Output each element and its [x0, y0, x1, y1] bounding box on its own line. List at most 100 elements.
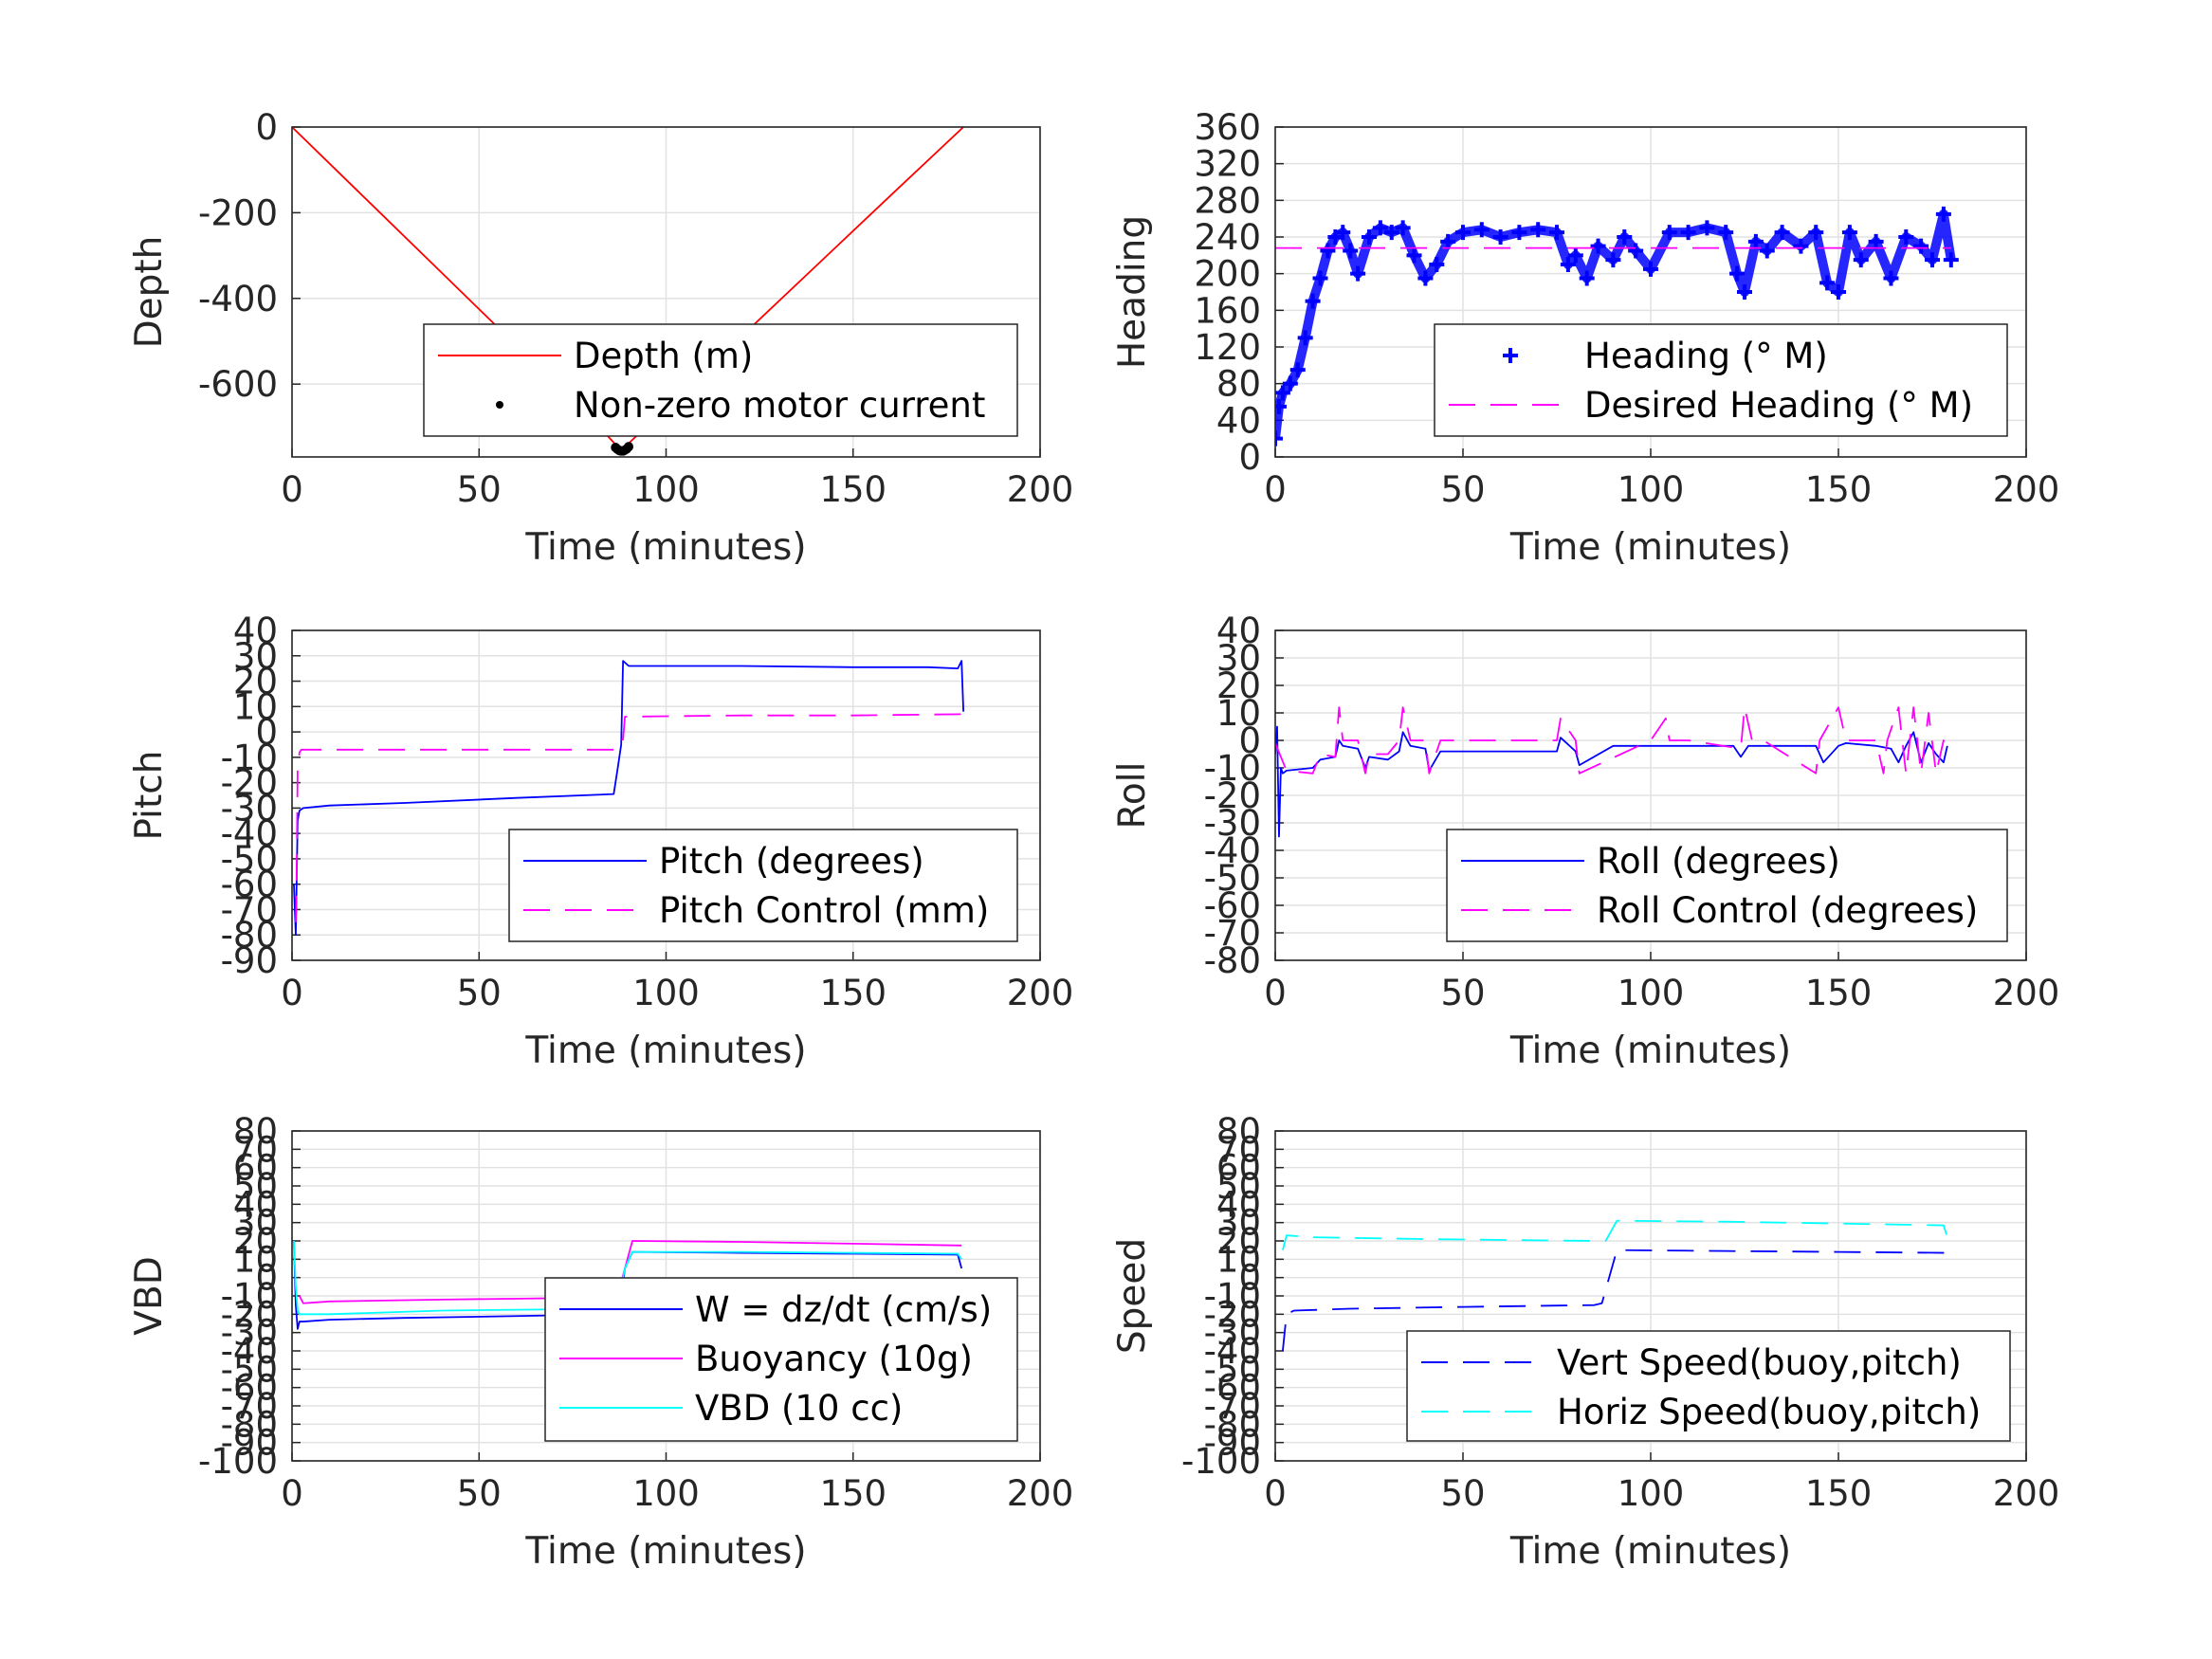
x-tick-label: 100 — [1618, 1473, 1685, 1514]
y-tick-label: -80 — [221, 915, 278, 956]
y-tick-label: 80 — [1216, 1111, 1261, 1152]
y-tick-label: -10 — [221, 1276, 278, 1317]
legend-marker — [496, 401, 503, 409]
x-tick-label: 50 — [1440, 1473, 1485, 1514]
series-line — [293, 660, 965, 937]
y-axis-label: Depth — [128, 236, 171, 349]
x-tick-label: 150 — [819, 1473, 887, 1514]
data-layer — [1275, 206, 1959, 447]
y-tick-label: 70 — [233, 1129, 278, 1170]
y-tick-label: 0 — [255, 107, 278, 148]
x-tick-label: 50 — [457, 1473, 502, 1514]
y-tick-label: -20 — [1204, 775, 1261, 816]
x-tick-label: 100 — [1618, 469, 1685, 510]
legend: Roll (degrees) Roll Control (degrees) — [1446, 829, 2008, 942]
legend-label: Pitch Control (mm) — [659, 890, 989, 931]
y-tick-label: 40 — [1216, 400, 1261, 441]
legend: Pitch (degrees) Pitch Control (mm) — [508, 829, 1018, 942]
data-layer — [292, 127, 964, 456]
y-tick-label: 40 — [1216, 1184, 1261, 1225]
y-tick-label: 50 — [1216, 1166, 1261, 1207]
y-tick-label: 40 — [233, 1184, 278, 1225]
y-tick-label: 50 — [233, 1166, 278, 1207]
y-axis-label: Speed — [1111, 1238, 1154, 1354]
y-tick-label: -10 — [1204, 748, 1261, 789]
x-tick-label: 200 — [1007, 469, 1074, 510]
y-tick-label: -70 — [1204, 1386, 1261, 1427]
x-axis-label: Time (minutes) — [1509, 1530, 1791, 1573]
y-axis-label: Pitch — [128, 751, 171, 841]
y-tick-label: -30 — [1204, 803, 1261, 844]
y-tick-label: -70 — [221, 889, 278, 930]
x-tick-label: 100 — [632, 973, 700, 1013]
axes-frame — [291, 629, 1041, 961]
y-tick-label: 30 — [1216, 638, 1261, 679]
y-tick-label: 0 — [255, 712, 278, 753]
y-tick-label: 70 — [1216, 1129, 1261, 1170]
x-tick-label: 150 — [819, 469, 887, 510]
x-tick-label: 100 — [1618, 973, 1685, 1013]
legend-box — [508, 829, 1018, 942]
subplot-speed: 0 50 100 150 20080706050403020100-10-20-30-4… — [1111, 1111, 2059, 1573]
y-tick-label: 20 — [1216, 665, 1261, 706]
y-tick-label: 10 — [233, 1239, 278, 1280]
legend: W = dz/dt (cm/s) Buoyancy (10g) VBD (10 cc… — [544, 1277, 1018, 1442]
y-tick-label: -200 — [198, 192, 278, 233]
legend-label: Buoyancy (10g) — [695, 1339, 973, 1379]
x-tick-label: 50 — [457, 469, 502, 510]
axes-frame — [291, 1130, 1041, 1462]
y-tick-label: 240 — [1194, 217, 1261, 258]
y-tick-label: 0 — [1238, 720, 1261, 761]
subplot-depth: 0 50 100 150 200 0 -200 -400 -600 Time (minutes) D… — [128, 107, 1073, 569]
y-tick-label: 60 — [1216, 1148, 1261, 1189]
x-axis-label: Time (minutes) — [524, 526, 806, 569]
x-tick-label: 200 — [1993, 469, 2060, 510]
y-tick-label: -100 — [198, 1441, 278, 1482]
x-tick-label: 50 — [1440, 973, 1485, 1013]
y-tick-label: -30 — [1204, 1313, 1261, 1354]
y-tick-label: -80 — [1204, 1404, 1261, 1445]
y-tick-label: -40 — [221, 813, 278, 854]
x-tick-label: 50 — [457, 973, 502, 1013]
y-axis-label: Roll — [1111, 762, 1154, 830]
y-tick-label: 30 — [1216, 1203, 1261, 1244]
y-axis-label: Heading — [1111, 215, 1154, 369]
x-tick-label: 0 — [1264, 469, 1287, 510]
y-axis-label: VBD — [128, 1256, 171, 1335]
legend-label: Roll Control (degrees) — [1597, 890, 1978, 931]
legend-label: Vert Speed(buoy,pitch) — [1557, 1342, 1962, 1383]
x-tick-label: 150 — [1805, 1473, 1873, 1514]
legend-label: VBD (10 cc) — [695, 1388, 903, 1429]
y-tick-label: -50 — [221, 839, 278, 880]
y-tick-label: 10 — [1216, 693, 1261, 734]
x-tick-label: 0 — [1264, 1473, 1287, 1514]
axes-frame — [291, 126, 1041, 458]
series-line — [1275, 725, 1948, 838]
y-tick-label: 30 — [233, 636, 278, 677]
y-tick-label: -600 — [198, 364, 278, 405]
x-tick-label: 100 — [632, 469, 700, 510]
legend-label: Pitch (degrees) — [659, 841, 924, 882]
y-tick-label: -20 — [221, 1294, 278, 1335]
y-tick-label: -50 — [1204, 1349, 1261, 1390]
subplot-vbd: 0 50 100 150 20080706050403020100-10-20-30-4… — [128, 1111, 1073, 1573]
legend-label: Depth (m) — [574, 336, 753, 376]
subplot-roll: 0 50 100 150 200403020100-10-20-30-40-50-60-… — [1111, 611, 2059, 1072]
x-tick-label: 200 — [1007, 1473, 1074, 1514]
y-tick-label: -70 — [221, 1386, 278, 1427]
y-tick-label: 160 — [1194, 290, 1261, 331]
series-line — [1275, 706, 1948, 775]
y-tick-label: 30 — [233, 1203, 278, 1244]
subplot-pitch: 0 50 100 150 200403020100-10-20-30-40-50-60-… — [128, 611, 1073, 1072]
x-tick-label: 100 — [632, 1473, 700, 1514]
y-tick-label: 40 — [233, 611, 278, 651]
y-tick-label: -10 — [221, 738, 278, 778]
x-tick-label: 0 — [1264, 973, 1287, 1013]
y-tick-label: 20 — [1216, 1221, 1261, 1262]
y-tick-label: 0 — [1238, 437, 1261, 478]
legend-label: W = dz/dt (cm/s) — [695, 1289, 992, 1330]
y-tick-label: 200 — [1194, 254, 1261, 295]
y-tick-label: -30 — [221, 788, 278, 829]
y-tick-label: 20 — [233, 662, 278, 702]
y-tick-label: 360 — [1194, 107, 1261, 148]
